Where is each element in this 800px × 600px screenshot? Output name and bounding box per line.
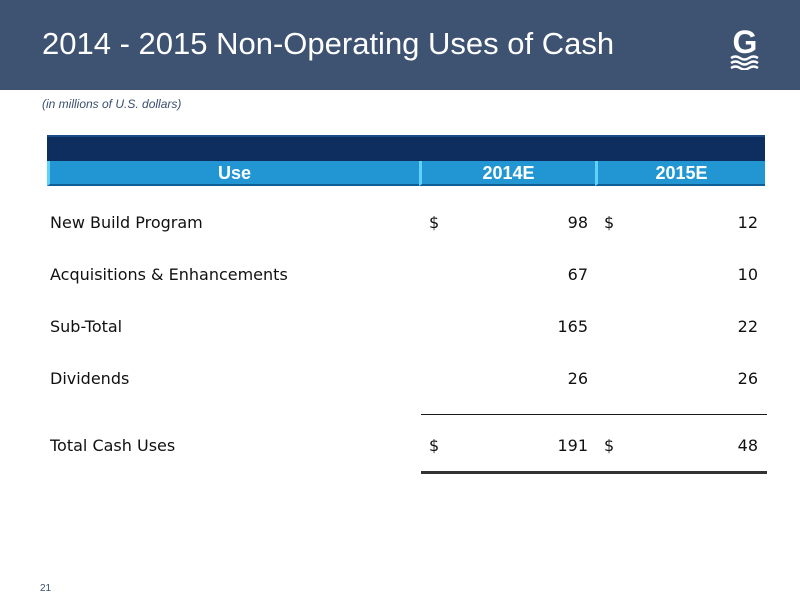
value-2014: 98 xyxy=(567,213,588,232)
table-header-band xyxy=(47,135,765,161)
value-2015: 12 xyxy=(737,213,758,232)
value-2015: 48 xyxy=(737,436,758,455)
table-row-dividends: Dividends 26 26 xyxy=(50,369,762,395)
row-label: Dividends xyxy=(50,369,130,388)
value-2015: 10 xyxy=(737,265,758,284)
value-2014: 67 xyxy=(567,265,588,284)
total-divider-line xyxy=(421,414,767,415)
table-row-subtotal: Sub-Total 165 22 xyxy=(50,317,762,343)
value-2014: 26 xyxy=(567,369,588,388)
column-header-2015e: 2015E xyxy=(595,161,765,186)
table-row-total: Total Cash Uses $ 191 $ 48 xyxy=(50,436,762,462)
value-2014: 191 xyxy=(557,436,588,455)
row-label: Total Cash Uses xyxy=(50,436,176,455)
total-underline xyxy=(421,471,767,474)
currency-symbol: $ xyxy=(604,436,615,455)
company-logo-icon: G xyxy=(730,24,759,70)
table-row-new-build: New Build Program $ 98 $ 12 xyxy=(50,213,762,239)
column-header-use: Use xyxy=(47,161,419,186)
currency-symbol: $ xyxy=(604,213,615,232)
currency-symbol: $ xyxy=(429,213,440,232)
svg-text:G: G xyxy=(733,24,758,60)
row-label: Sub-Total xyxy=(50,317,123,336)
table-row-acquisitions: Acquisitions & Enhancements 67 10 xyxy=(50,265,762,291)
row-label: Acquisitions & Enhancements xyxy=(50,265,288,284)
units-note: (in millions of U.S. dollars) xyxy=(42,97,182,111)
value-2014: 165 xyxy=(557,317,588,336)
value-2015: 22 xyxy=(737,317,758,336)
page-number: 21 xyxy=(40,583,52,594)
column-header-2014e: 2014E xyxy=(419,161,595,186)
title-bar: 2014 - 2015 Non-Operating Uses of Cash G xyxy=(0,0,800,90)
slide-title: 2014 - 2015 Non-Operating Uses of Cash xyxy=(42,26,615,61)
currency-symbol: $ xyxy=(429,436,440,455)
value-2015: 26 xyxy=(737,369,758,388)
row-label: New Build Program xyxy=(50,213,203,232)
